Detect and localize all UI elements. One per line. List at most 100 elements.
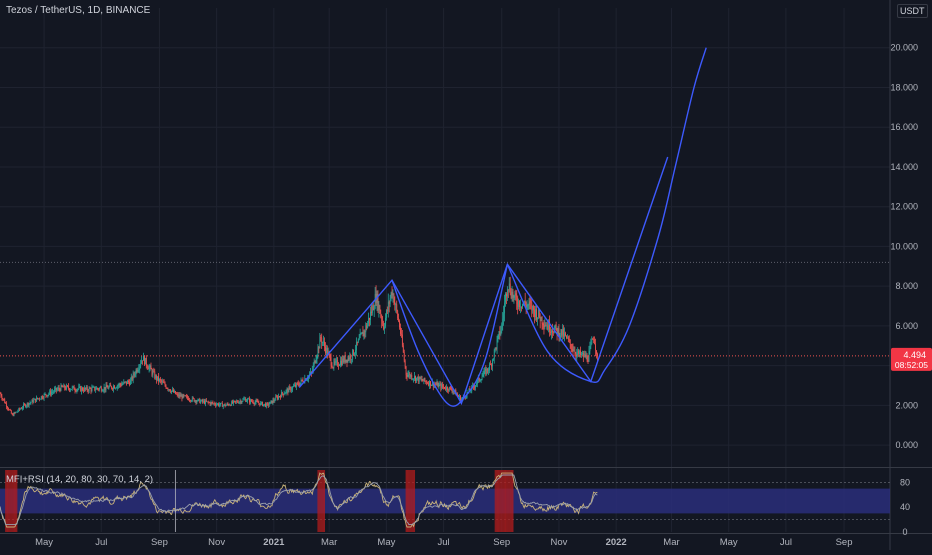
y-tick-label: 12.000: [890, 202, 918, 212]
candle-body: [220, 403, 221, 405]
candle-body: [577, 351, 578, 354]
currency-label[interactable]: USDT: [897, 4, 928, 18]
candle-body: [173, 390, 174, 393]
candle-body: [569, 340, 570, 341]
candle-body: [153, 372, 154, 373]
candle-body: [31, 402, 32, 403]
candle-body: [339, 365, 340, 366]
candle-body: [275, 397, 276, 401]
candle-body: [519, 301, 520, 307]
candle-body: [578, 351, 579, 354]
candle-body: [91, 389, 92, 391]
candle-body: [357, 342, 358, 343]
candle-body: [66, 386, 67, 390]
candle-body: [196, 400, 197, 402]
candle-body: [109, 385, 110, 387]
candle-body: [155, 376, 156, 379]
candle-body: [86, 387, 87, 389]
candle-body: [395, 304, 396, 305]
indicator-tick-label: 80: [900, 477, 910, 487]
candle-body: [440, 384, 441, 385]
candle-body: [448, 390, 449, 391]
candle-body: [276, 397, 277, 398]
candle-body: [348, 358, 349, 363]
candle-body: [4, 400, 5, 403]
candle-body: [214, 403, 215, 404]
x-tick-label: Jul: [438, 537, 450, 548]
x-tick-label: Mar: [663, 537, 679, 548]
x-tick-label: May: [35, 537, 53, 548]
candle-body: [487, 368, 488, 370]
candle-body: [17, 411, 18, 412]
candle-body: [21, 409, 22, 410]
candle-body: [15, 413, 16, 414]
candle-body: [446, 387, 447, 389]
candle-body: [213, 403, 214, 404]
candle-body: [168, 389, 169, 390]
candle-body: [326, 348, 327, 353]
candle-body: [71, 389, 72, 390]
chart-title: Tezos / TetherUS, 1D, BINANCE: [6, 5, 150, 16]
candle-body: [19, 408, 20, 409]
candle-body: [50, 391, 51, 395]
candle-body: [424, 378, 425, 381]
candle-body: [380, 313, 381, 316]
candle-body: [573, 349, 574, 351]
candle-body: [403, 346, 404, 353]
candle-body: [407, 375, 408, 377]
candle-body: [351, 359, 352, 360]
candle-body: [23, 404, 24, 407]
candle-body: [382, 321, 383, 323]
candle-body: [287, 389, 288, 390]
candle-body: [217, 404, 218, 405]
candle-body: [251, 400, 252, 402]
candle-body: [592, 339, 593, 340]
candle-body: [373, 305, 374, 310]
candle-body: [366, 325, 367, 328]
candle-body: [428, 383, 429, 385]
candle-body: [383, 323, 384, 329]
candle-body: [490, 364, 491, 365]
candle-body: [84, 388, 85, 391]
candle-body: [242, 401, 243, 402]
candle-body: [51, 392, 52, 394]
candle-body: [123, 384, 124, 385]
candle-body: [20, 409, 21, 410]
candle-body: [62, 385, 63, 386]
candle-body: [37, 398, 38, 399]
candle-body: [212, 402, 213, 403]
candle-body: [558, 328, 559, 334]
candle-body: [45, 394, 46, 395]
candle-body: [340, 361, 341, 365]
candle-body: [562, 329, 563, 336]
candle-body: [479, 378, 480, 381]
candle-body: [552, 331, 553, 333]
candle-body: [136, 370, 137, 375]
candle-body: [494, 350, 495, 359]
candle-body: [25, 404, 26, 406]
candle-body: [375, 294, 376, 308]
candle-body: [475, 385, 476, 387]
candle-body: [422, 379, 423, 381]
candle-body: [64, 385, 65, 388]
candle-body: [361, 334, 362, 335]
candle-body: [503, 313, 504, 318]
candle-body: [112, 388, 113, 389]
candle-body: [415, 376, 416, 381]
candle-body: [534, 310, 535, 317]
candle-body: [191, 401, 192, 402]
candle-body: [359, 338, 360, 339]
candle-body: [594, 340, 595, 344]
candle-body: [77, 390, 78, 392]
candle-body: [169, 389, 170, 391]
x-tick-label: 2021: [263, 537, 285, 548]
candle-body: [56, 388, 57, 390]
candle-body: [148, 368, 149, 370]
candle-body: [396, 304, 397, 310]
candle-body: [515, 293, 516, 297]
candle-body: [367, 323, 368, 328]
candle-body: [253, 402, 254, 403]
candle-body: [489, 364, 490, 370]
